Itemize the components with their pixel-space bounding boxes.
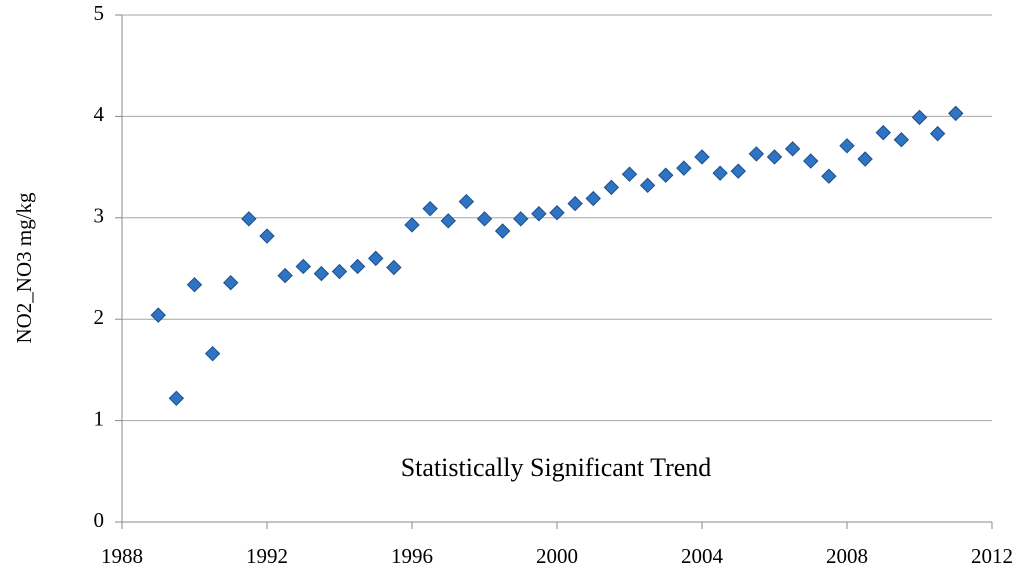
- point: [313, 265, 330, 282]
- point: [603, 179, 620, 196]
- point: [168, 390, 185, 406]
- x-tick-label: 1988: [101, 544, 143, 568]
- point: [893, 132, 910, 148]
- x-tick-label: 2012: [971, 544, 1013, 568]
- point: [368, 250, 384, 267]
- point: [948, 105, 964, 122]
- x-tick-label: 1996: [391, 544, 433, 568]
- point: [241, 211, 257, 227]
- y-tick-label: 0: [94, 508, 105, 532]
- point: [494, 223, 511, 239]
- point: [911, 109, 928, 126]
- point: [531, 206, 547, 222]
- point: [259, 228, 275, 244]
- y-tick-label: 5: [94, 1, 105, 25]
- point: [204, 345, 221, 362]
- point: [223, 274, 239, 291]
- point: [766, 149, 783, 165]
- point: [567, 195, 583, 212]
- point: [821, 168, 837, 184]
- point: [186, 277, 203, 293]
- x-tick-label: 2004: [681, 544, 724, 568]
- point: [585, 190, 601, 207]
- point: [331, 263, 348, 280]
- point: [929, 125, 946, 142]
- point: [422, 200, 438, 217]
- y-tick-label: 3: [94, 204, 105, 228]
- point: [404, 217, 420, 233]
- point: [639, 177, 656, 194]
- y-axis-label: NO2_NO3 mg/kg: [12, 192, 36, 344]
- point: [150, 307, 166, 323]
- point: [676, 160, 692, 176]
- point: [839, 138, 855, 154]
- point: [875, 124, 891, 141]
- y-tick-label: 1: [94, 406, 105, 430]
- point: [712, 165, 728, 181]
- point: [476, 211, 493, 227]
- point: [857, 151, 873, 167]
- point: [748, 146, 765, 162]
- point: [549, 205, 565, 221]
- point: [513, 211, 529, 227]
- point: [440, 213, 456, 229]
- point: [694, 149, 710, 165]
- y-tick-label: 2: [94, 305, 105, 329]
- point: [277, 267, 293, 284]
- point: [295, 258, 311, 275]
- y-tick-label: 4: [94, 102, 105, 126]
- x-tick-label: 2000: [536, 544, 578, 568]
- x-tick-label: 2008: [826, 544, 868, 568]
- point: [658, 167, 674, 183]
- point: [621, 166, 638, 182]
- point: [349, 258, 366, 275]
- point: [458, 193, 475, 210]
- point: [784, 141, 801, 157]
- point: [386, 259, 402, 276]
- point: [803, 153, 819, 169]
- annotation: Statistically Significant Trend: [401, 453, 712, 482]
- point: [730, 163, 746, 179]
- x-tick-label: 1992: [246, 544, 288, 568]
